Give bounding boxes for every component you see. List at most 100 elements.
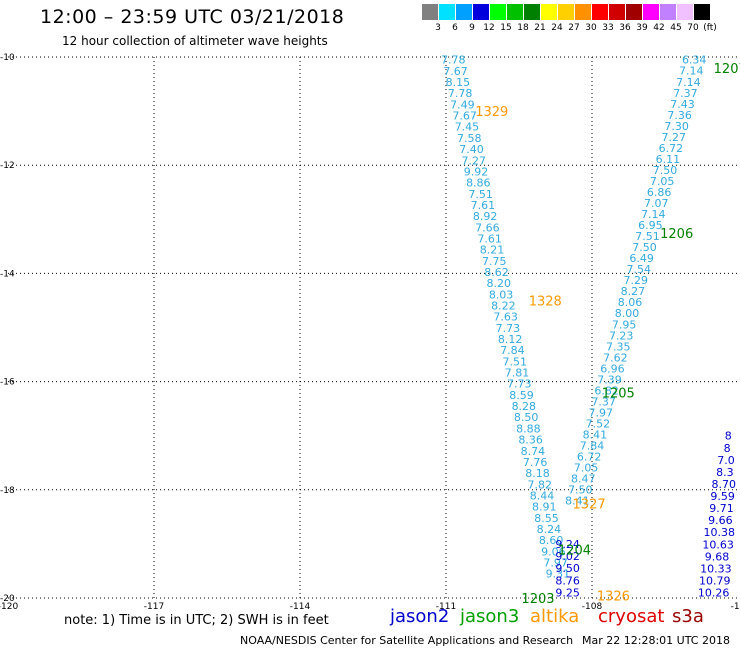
wave-height-value: 8.3 [716,466,734,479]
wave-height-value: 6.86 [647,186,672,199]
wave-height-value: 9.71 [709,502,734,515]
wave-height-value: 7.51 [502,355,527,368]
colorbar-swatch [677,4,693,20]
wave-height-value: 8.15 [446,76,471,89]
pass-number-label: 1203 [521,592,554,607]
wave-height-value: 8.21 [480,244,505,257]
x-tick-label: -120 [0,602,18,610]
wave-height-value: 7.61 [477,232,502,245]
colorbar-swatch [524,4,540,20]
y-tick-label: -10 [0,53,15,63]
wave-height-value: 6.34 [682,54,707,67]
pass-number-label: 1328 [529,294,562,309]
wave-height-value: 7.62 [603,351,628,364]
data-layer: 7.787.678.157.787.497.677.457.587.407.27… [441,54,736,600]
satellite-legend-entry: altika [530,606,580,627]
colorbar-label: 30 [585,23,597,33]
wave-height-value: 9.50 [555,562,580,575]
colorbar-label: 33 [602,23,614,33]
colorbar-label: 45 [670,23,682,33]
wave-height-value: 8.59 [509,389,534,402]
colorbar-swatch [541,4,557,20]
colorbar-label: 70 [687,23,699,33]
wave-height-value: 7.45 [455,121,480,134]
y-tick-label: -12 [0,161,15,171]
wave-height-value: 7.49 [450,98,475,111]
wave-height-value: 8.27 [621,285,646,298]
wave-height-value: 7.73 [507,378,532,391]
y-tick-label: -16 [0,378,15,388]
wave-height-value: 8.36 [518,434,543,447]
wave-height-value: 8.62 [484,266,509,279]
wave-height-value: 10.79 [699,575,731,588]
wave-height-value: 6.95 [638,219,663,232]
pass-number-label: 1204 [558,543,591,558]
wave-height-value: 8.88 [516,422,541,435]
wave-height-value: 8.41 [565,495,590,508]
x-tick-label: -10 [731,602,740,610]
wave-height-value: 7.51 [468,188,493,201]
wave-height-value: 9.25 [555,587,580,600]
satellite-legend-entry: cryosat [598,606,665,627]
wave-height-value: 8 [725,430,732,443]
x-tick-label: -111 [436,602,456,610]
wave-height-value: 7.58 [457,132,482,145]
wave-height-value: 7.07 [644,197,669,210]
pass-number-label: 1207 [714,62,740,77]
chart-subtitle: 12 hour collection of altimeter wave hei… [62,34,328,48]
wave-height-value: 10.38 [704,526,736,539]
colorbar-swatch [626,4,642,20]
wave-height-value: 7.29 [624,274,649,287]
colorbar-swatch [507,4,523,20]
pass-number-label: 1326 [597,589,630,604]
wave-height-value: 8.60 [539,534,564,547]
wave-height-value: 10.33 [700,562,732,575]
wave-height-value: 8.18 [525,467,550,480]
wave-height-value: 7.35 [606,340,631,353]
wave-height-value: 8.74 [521,445,546,458]
wave-height-value: 8.91 [532,501,557,514]
colorbar-label: 27 [568,23,580,33]
wave-height-value: 7.67 [452,110,477,123]
wave-height-value: 8.12 [498,333,523,346]
pass-number-label: 1206 [660,227,693,242]
wave-height-value: 10.63 [702,538,734,551]
colorbar-label: (ft) [703,23,717,33]
wave-height-value: 7.50 [568,484,593,497]
wave-height-value: 7.50 [632,241,657,254]
wave-height-value: 8.86 [466,177,491,190]
colorbar-label: 36 [619,23,631,33]
wave-height-value: 6.49 [629,252,654,265]
wave-height-value: 8.47 [571,473,596,486]
wave-height-value: 8.55 [534,512,559,525]
wave-height-value: 8.70 [712,478,737,491]
wave-height-value: 7.27 [462,154,487,167]
wave-height-value: 7.05 [574,462,599,475]
colorbar-swatch [643,4,659,20]
wave-height-value: 8.76 [555,574,580,587]
wave-height-value: 7.73 [496,322,521,335]
wave-height-value: 7.14 [679,65,704,78]
satellite-legend-entry: jason3 [460,606,520,627]
wave-height-value: 7.43 [670,98,695,111]
colorbar-swatch [490,4,506,20]
colorbar-swatch [609,4,625,20]
colorbar-swatch [439,4,455,20]
colorbar-label: 24 [551,23,563,33]
wave-height-value: 7.63 [493,311,518,324]
colorbar-label: 39 [636,23,648,33]
wave-height-value: 6.96 [600,362,625,375]
wave-height-value: 7.78 [448,87,473,100]
colorbar-label: 15 [500,23,512,33]
wave-height-value: 7.78 [441,54,466,67]
wave-height-value: 7.36 [667,109,692,122]
wave-height-value: 9.68 [705,550,730,563]
wave-height-value: 7.40 [459,143,484,156]
wave-height-value: 7.82 [527,478,552,491]
colorbar-label: 21 [534,23,546,33]
wave-height-value: 10.26 [698,587,730,600]
wave-height-value: 9.02 [555,550,580,563]
wave-height-value: 7.23 [609,329,634,342]
wave-height-value: 7.14 [676,76,701,89]
wave-height-value: 7.97 [543,556,568,569]
